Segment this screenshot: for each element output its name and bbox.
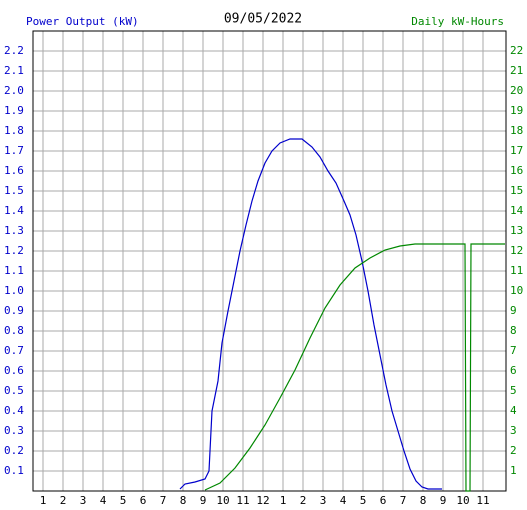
x-tick-label: 11 — [236, 494, 249, 507]
y2-tick-label: 13 — [510, 224, 523, 237]
x-tick-label: 5 — [360, 494, 367, 507]
x-tick-label: 3 — [80, 494, 87, 507]
y-tick-label: 1.9 — [4, 104, 24, 117]
y2-tick-label: 11 — [510, 264, 523, 277]
y2-tick-label: 3 — [510, 424, 517, 437]
y-tick-label: 0.8 — [4, 324, 24, 337]
x-tick-label: 5 — [120, 494, 127, 507]
x-tick-label: 2 — [60, 494, 67, 507]
y2-tick-label: 2 — [510, 444, 517, 457]
y2-tick-label: 6 — [510, 364, 517, 377]
y2-tick-label: 1 — [510, 464, 517, 477]
y-tick-label: 0.3 — [4, 424, 24, 437]
y2-tick-label: 21 — [510, 64, 523, 77]
x-tick-label: 9 — [200, 494, 207, 507]
y2-tick-label: 22 — [510, 44, 523, 57]
x-tick-label: 6 — [140, 494, 147, 507]
y-tick-label: 1.4 — [4, 204, 24, 217]
y-tick-label: 1.8 — [4, 124, 24, 137]
data-line — [204, 243, 505, 492]
y-tick-label: 0.5 — [4, 384, 24, 397]
y-tick-label: 0.9 — [4, 304, 24, 317]
x-tick-label: 8 — [180, 494, 187, 507]
y2-tick-label: 20 — [510, 84, 523, 97]
y2-tick-label: 12 — [510, 244, 523, 257]
x-tick-label: 8 — [420, 494, 427, 507]
y-tick-label: 1.3 — [4, 224, 24, 237]
x-tick-label: 2 — [300, 494, 307, 507]
y2-tick-label: 18 — [510, 124, 523, 137]
x-tick-label: 12 — [256, 494, 269, 507]
y-tick-label: 1.0 — [4, 284, 24, 297]
y2-tick-label: 14 — [510, 204, 524, 217]
y2-axis-label: Daily kW-Hours — [411, 15, 504, 28]
x-tick-label: 10 — [216, 494, 229, 507]
x-tick-label: 3 — [320, 494, 327, 507]
y-tick-label: 1.1 — [4, 264, 24, 277]
x-tick-label: 7 — [400, 494, 407, 507]
y2-tick-label: 19 — [510, 104, 523, 117]
y-tick-label: 1.5 — [4, 184, 24, 197]
x-tick-label: 1 — [40, 494, 47, 507]
plot-frame — [32, 30, 507, 492]
x-tick-label: 1 — [280, 494, 287, 507]
chart-title: 09/05/2022 — [224, 12, 302, 27]
y2-tick-label: 8 — [510, 324, 517, 337]
x-tick-label: 4 — [340, 494, 347, 507]
y2-tick-label: 16 — [510, 164, 523, 177]
y-tick-label: 0.7 — [4, 344, 24, 357]
y-tick-label: 1.2 — [4, 244, 24, 257]
x-tick-label: 10 — [456, 494, 469, 507]
y-tick-label: 0.4 — [4, 404, 24, 417]
y-tick-label: 0.1 — [4, 464, 24, 477]
y2-tick-label: 10 — [510, 284, 523, 297]
y-tick-label: 1.6 — [4, 164, 24, 177]
y2-tick-label: 15 — [510, 184, 523, 197]
y2-tick-label: 4 — [510, 404, 517, 417]
x-tick-label: 6 — [380, 494, 387, 507]
y2-tick-label: 9 — [510, 304, 517, 317]
y-tick-label: 0.2 — [4, 444, 24, 457]
y-tick-label: 2.2 — [4, 44, 24, 57]
x-tick-label: 9 — [440, 494, 447, 507]
y-tick-label: 0.6 — [4, 364, 24, 377]
x-tick-label: 11 — [476, 494, 489, 507]
x-tick-label: 7 — [160, 494, 167, 507]
x-tick-label: 4 — [100, 494, 107, 507]
y-tick-label: 2.0 — [4, 84, 24, 97]
data-line — [179, 138, 442, 490]
y-axis-label: Power Output (kW) — [26, 15, 139, 28]
y2-tick-label: 5 — [510, 384, 517, 397]
y2-tick-label: 17 — [510, 144, 523, 157]
y2-tick-label: 7 — [510, 344, 517, 357]
y-tick-label: 1.7 — [4, 144, 24, 157]
y-tick-label: 2.1 — [4, 64, 24, 77]
